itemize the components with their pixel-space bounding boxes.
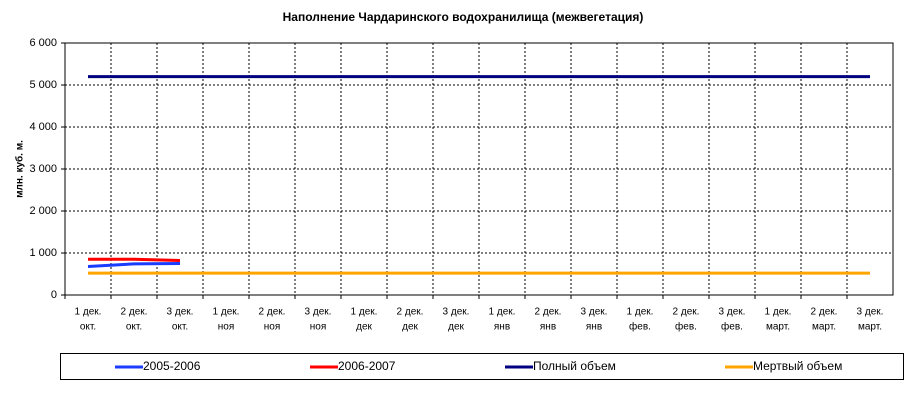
y-tick-label: 2 000: [29, 205, 57, 217]
x-tick-label: март.: [766, 322, 790, 333]
x-tick-label: ноя: [310, 322, 327, 333]
x-tick-label: 2 дек.: [121, 307, 148, 318]
x-tick-label: 3 дек.: [581, 307, 608, 318]
x-tick-label: 1 дек.: [75, 307, 102, 318]
x-tick-label: ноя: [264, 322, 281, 333]
legend-label: 2005-2006: [143, 359, 201, 373]
series-line: [88, 257, 181, 263]
y-tick-label: 3 000: [29, 163, 57, 175]
y-tick-label: 6 000: [29, 37, 57, 49]
x-tick-label: 1 дек.: [627, 307, 654, 318]
x-tick-label: 3 дек.: [305, 307, 332, 318]
x-tick-label: окт.: [126, 322, 142, 333]
x-tick-label: 3 дек.: [857, 307, 884, 318]
x-tick-label: 3 дек.: [443, 307, 470, 318]
x-tick-label: 3 дек.: [719, 307, 746, 318]
x-tick-label: март.: [812, 322, 836, 333]
series-line: [87, 262, 181, 268]
legend-label: Полный объем: [533, 359, 616, 373]
x-tick-label: ноя: [218, 322, 235, 333]
x-tick-label: 2 дек.: [259, 307, 286, 318]
x-tick-label: 2 дек.: [673, 307, 700, 318]
x-tick-label: янв: [494, 322, 510, 333]
x-tick-label: дек: [356, 322, 372, 333]
x-tick-label: фев.: [675, 321, 697, 333]
legend-label: 2006-2007: [338, 359, 396, 373]
x-tick-label: 1 дек.: [213, 307, 240, 318]
x-tick-label: 2 дек.: [397, 307, 424, 318]
x-tick-label: янв: [586, 322, 602, 333]
x-tick-label: 1 дек.: [765, 307, 792, 318]
x-tick-label: март.: [858, 322, 882, 333]
y-tick-label: 1 000: [29, 247, 57, 259]
chart-title: Наполнение Чардаринского водохранилища (…: [283, 10, 644, 24]
y-tick-label: 4 000: [29, 121, 57, 133]
x-tick-label: янв: [540, 322, 556, 333]
legend-box: [60, 353, 904, 380]
x-tick-label: 2 дек.: [535, 307, 562, 318]
x-tick-label: 3 дек.: [167, 307, 194, 318]
x-tick-label: окт.: [80, 322, 96, 333]
y-tick-label: 5 000: [29, 79, 57, 91]
x-tick-label: 2 дек.: [811, 307, 838, 318]
x-tick-label: окт.: [172, 322, 188, 333]
x-tick-label: 1 дек.: [489, 307, 516, 318]
x-tick-label: фев.: [629, 321, 651, 333]
y-tick-label: 0: [51, 289, 57, 301]
x-tick-label: дек: [448, 322, 464, 333]
legend-label: Мертвый объем: [753, 359, 842, 373]
x-tick-label: дек: [402, 322, 418, 333]
x-tick-label: 1 дек.: [351, 307, 378, 318]
y-axis-label: млн. куб. м.: [14, 140, 26, 198]
x-tick-label: фев.: [721, 321, 743, 333]
